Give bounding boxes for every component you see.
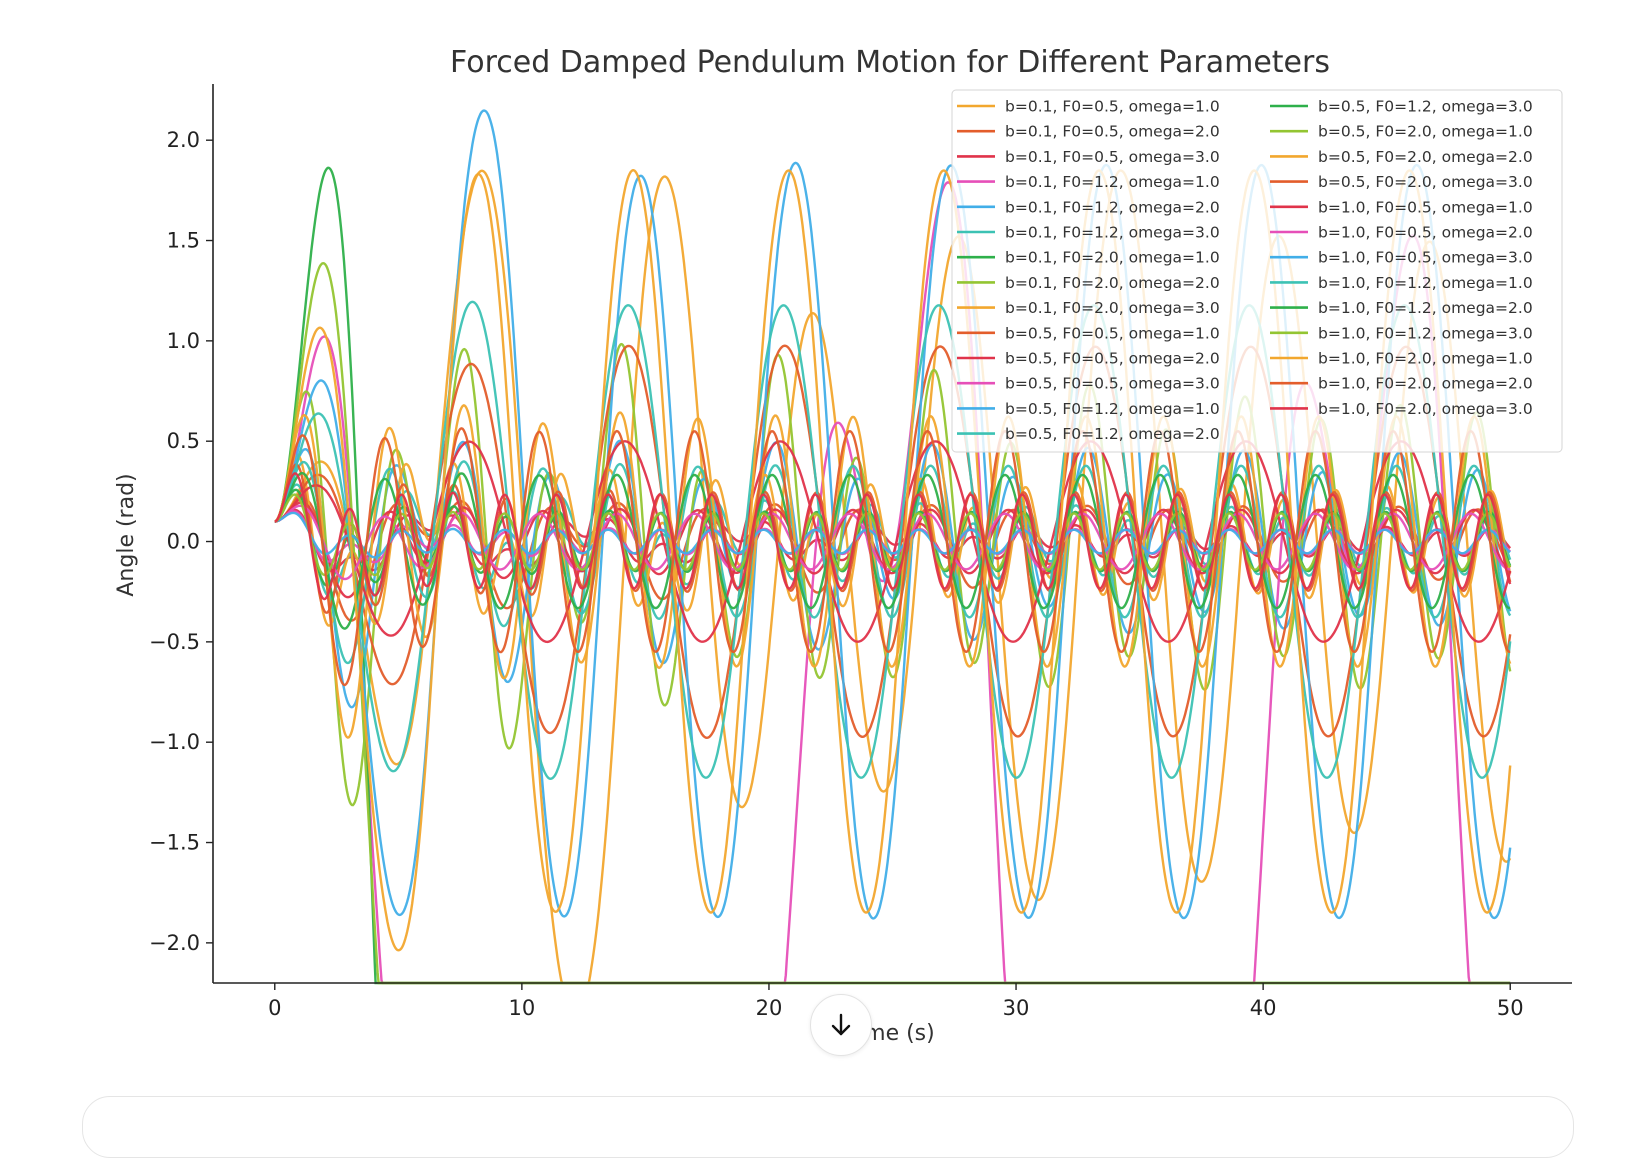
series-line — [274, 493, 1512, 577]
legend-entry: b=1.0, F0=2.0, omega=1.0 — [1318, 350, 1533, 368]
x-tick-label: 40 — [1250, 996, 1277, 1020]
legend-entry: b=1.0, F0=0.5, omega=3.0 — [1318, 249, 1533, 267]
series-line — [274, 440, 1512, 644]
plot-area — [274, 109, 1512, 985]
legend-entry: b=0.5, F0=1.2, omega=2.0 — [1005, 425, 1220, 443]
legend-entry: b=0.1, F0=1.2, omega=2.0 — [1005, 198, 1220, 216]
y-tick-label: −0.5 — [149, 630, 200, 654]
legend-entry: b=0.5, F0=0.5, omega=2.0 — [1005, 350, 1220, 368]
chart-title: Forced Damped Pendulum Motion for Differ… — [450, 45, 1330, 80]
legend-entry: b=0.5, F0=2.0, omega=2.0 — [1318, 148, 1533, 166]
legend-entry: b=0.5, F0=2.0, omega=3.0 — [1318, 173, 1533, 191]
legend-entry: b=0.5, F0=0.5, omega=1.0 — [1005, 324, 1220, 342]
legend-entry: b=0.5, F0=0.5, omega=3.0 — [1005, 375, 1220, 393]
x-tick-label: 10 — [508, 996, 535, 1020]
arrow-down-icon — [831, 1013, 851, 1036]
series-line — [274, 168, 1512, 952]
series-line — [274, 404, 1512, 739]
y-tick-label: 1.5 — [167, 229, 200, 253]
series-line — [274, 300, 1512, 781]
y-tick-label: −1.0 — [149, 730, 200, 754]
legend-entry: b=0.1, F0=2.0, omega=3.0 — [1005, 299, 1220, 317]
legend-entry: b=1.0, F0=1.2, omega=2.0 — [1318, 299, 1533, 317]
series-line — [274, 453, 1512, 627]
x-tick-label: 50 — [1497, 996, 1524, 1020]
series-line — [274, 472, 1512, 601]
legend-entry: b=0.5, F0=1.2, omega=1.0 — [1005, 400, 1220, 418]
legend-entry: b=1.0, F0=0.5, omega=1.0 — [1318, 198, 1533, 216]
x-tick-label: 20 — [756, 996, 783, 1020]
legend-entry: b=0.5, F0=2.0, omega=1.0 — [1318, 123, 1533, 141]
legend-entry: b=1.0, F0=2.0, omega=3.0 — [1318, 400, 1533, 418]
legend-entry: b=0.1, F0=1.2, omega=3.0 — [1005, 224, 1220, 242]
y-tick-label: 2.0 — [167, 128, 200, 152]
y-tick-label: 1.0 — [167, 329, 200, 353]
legend-entry: b=0.1, F0=0.5, omega=2.0 — [1005, 123, 1220, 141]
legend-entry: b=0.1, F0=2.0, omega=2.0 — [1005, 274, 1220, 292]
pendulum-chart: Forced Damped Pendulum Motion for Differ… — [114, 45, 1572, 1046]
legend-entry: b=0.1, F0=0.5, omega=3.0 — [1005, 148, 1220, 166]
x-tick-label: 0 — [268, 996, 281, 1020]
legend-entry: b=0.1, F0=2.0, omega=1.0 — [1005, 249, 1220, 267]
legend-entry: b=1.0, F0=0.5, omega=2.0 — [1318, 224, 1533, 242]
series-line — [274, 427, 1511, 687]
legend-entry: b=1.0, F0=1.2, omega=1.0 — [1318, 274, 1533, 292]
y-axis-label: Angle (rad) — [114, 473, 139, 596]
legend-entry: b=0.5, F0=1.2, omega=3.0 — [1318, 98, 1533, 116]
x-tick-label: 30 — [1003, 996, 1030, 1020]
series-line — [274, 508, 1512, 572]
y-tick-label: 0.0 — [167, 530, 200, 554]
legend-entry: b=0.1, F0=0.5, omega=1.0 — [1005, 98, 1220, 116]
legend-entry: b=1.0, F0=1.2, omega=3.0 — [1318, 324, 1533, 342]
y-tick-label: 0.5 — [167, 429, 200, 453]
y-tick-label: −2.0 — [149, 931, 200, 955]
legend-entry: b=1.0, F0=2.0, omega=2.0 — [1318, 375, 1533, 393]
y-tick-label: −1.5 — [149, 831, 200, 855]
series-line — [274, 511, 1511, 559]
legend-frame — [951, 89, 1563, 453]
legend-entry: b=0.1, F0=1.2, omega=1.0 — [1005, 173, 1220, 191]
legend: b=0.1, F0=0.5, omega=1.0 b=0.1, F0=0.5, o… — [951, 89, 1563, 453]
scroll-down-button[interactable] — [810, 994, 872, 1056]
y-axis-ticks: −2.0 −1.5 −1.0 −0.5 0.0 0.5 1.0 1.5 2.0 — [149, 128, 213, 955]
x-axis-ticks: 0 10 20 30 40 50 — [268, 983, 1524, 1020]
message-composer[interactable] — [82, 1096, 1574, 1158]
